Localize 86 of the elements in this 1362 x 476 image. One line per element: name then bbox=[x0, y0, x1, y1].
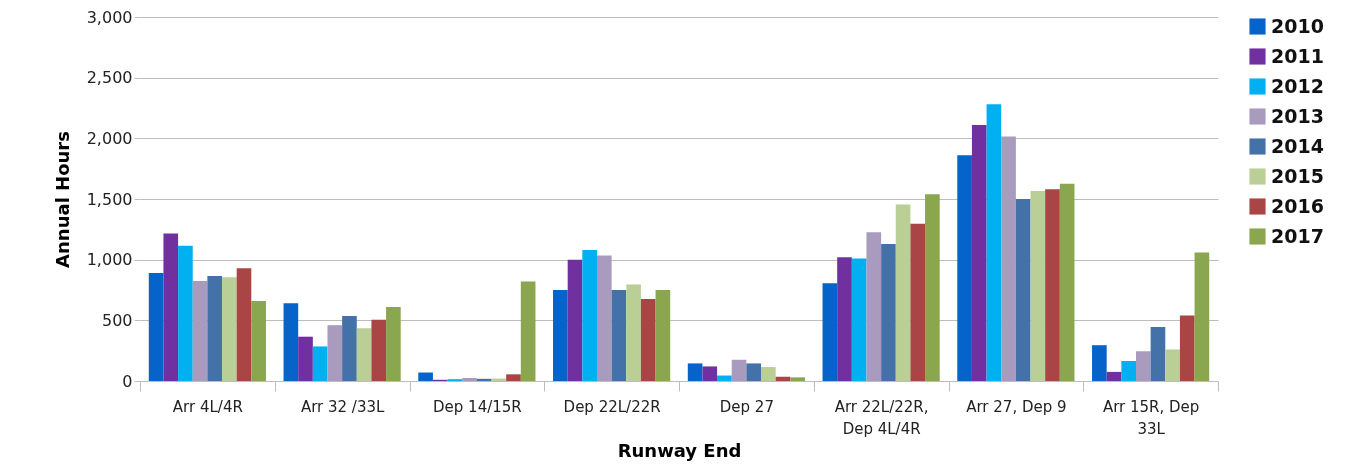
bar bbox=[236, 268, 252, 381]
bar bbox=[327, 325, 343, 381]
bar bbox=[746, 363, 762, 381]
bar bbox=[837, 257, 852, 381]
bar bbox=[207, 276, 223, 381]
bar bbox=[761, 367, 776, 381]
bar bbox=[910, 223, 926, 381]
bar bbox=[342, 316, 357, 381]
bar bbox=[386, 306, 401, 381]
bar bbox=[476, 378, 492, 381]
bar bbox=[790, 377, 805, 381]
x-tick-label: Dep 14/15R bbox=[433, 397, 522, 416]
bar bbox=[163, 233, 179, 381]
y-tick-label: 2,000 bbox=[86, 128, 133, 148]
legend-label: 2017 bbox=[1271, 224, 1324, 247]
bar bbox=[717, 375, 732, 381]
bar bbox=[356, 328, 372, 381]
x-tick-label: Dep 22L/22R bbox=[563, 397, 661, 416]
legend-label: 2011 bbox=[1271, 44, 1324, 67]
bar bbox=[178, 245, 193, 381]
bar bbox=[1045, 189, 1060, 381]
bar bbox=[881, 243, 896, 381]
y-tick-label: 0 bbox=[122, 371, 133, 391]
legend-label: 2015 bbox=[1271, 164, 1324, 187]
bar bbox=[731, 359, 747, 381]
bar bbox=[957, 155, 972, 381]
bar bbox=[925, 194, 940, 381]
bar bbox=[1150, 327, 1166, 381]
bar bbox=[298, 336, 313, 381]
x-tick-label: Arr 4L/4R bbox=[172, 397, 243, 416]
bar bbox=[567, 259, 583, 381]
bar bbox=[655, 290, 671, 381]
bar bbox=[1092, 345, 1107, 381]
bar bbox=[1121, 360, 1136, 381]
bar bbox=[1165, 349, 1180, 381]
bar bbox=[520, 281, 536, 381]
y-tick-label: 1,500 bbox=[86, 189, 133, 209]
x-tick-label: Arr 22L/22R, Dep 4L/4R bbox=[834, 397, 929, 438]
y-tick-label: 1,000 bbox=[86, 250, 133, 270]
bar bbox=[1059, 183, 1075, 381]
bar bbox=[971, 124, 987, 381]
x-tick-label: Dep 27 bbox=[719, 397, 774, 416]
legend-label: 2012 bbox=[1271, 74, 1324, 97]
bar bbox=[312, 346, 328, 381]
bar bbox=[251, 300, 266, 381]
bar bbox=[1030, 191, 1046, 381]
y-axis-title: Annual Hours bbox=[51, 131, 73, 268]
y-tick-label: 3,000 bbox=[86, 7, 133, 27]
bar bbox=[506, 374, 521, 381]
bar bbox=[822, 283, 838, 381]
bar bbox=[462, 377, 477, 381]
bar bbox=[611, 290, 627, 381]
y-tick-label: 500 bbox=[101, 310, 133, 330]
bar bbox=[775, 376, 791, 381]
bar bbox=[1106, 371, 1122, 381]
bar bbox=[283, 303, 299, 381]
bar bbox=[192, 280, 208, 381]
bar bbox=[702, 366, 718, 381]
bar bbox=[582, 249, 597, 381]
x-axis-title: Runway End bbox=[617, 439, 742, 461]
bar bbox=[1015, 199, 1031, 381]
bar bbox=[687, 363, 703, 381]
bar bbox=[553, 290, 568, 381]
bar bbox=[626, 284, 641, 381]
bar bbox=[986, 104, 1002, 381]
bar bbox=[1194, 252, 1210, 381]
bar bbox=[640, 299, 656, 381]
bar bbox=[1001, 136, 1016, 381]
x-tick-label: Arr 15R, Dep 33L bbox=[1102, 397, 1200, 438]
bar bbox=[866, 232, 882, 381]
bar bbox=[371, 319, 387, 381]
bar bbox=[1135, 351, 1151, 381]
bar bbox=[596, 255, 612, 381]
legend-label: 2010 bbox=[1271, 14, 1324, 37]
bar bbox=[1179, 315, 1195, 381]
legend-label: 2013 bbox=[1271, 104, 1324, 127]
x-tick-label: Arr 32 /33L bbox=[300, 397, 385, 416]
bar bbox=[895, 204, 911, 381]
y-tick-label: 2,500 bbox=[86, 68, 133, 88]
bar bbox=[148, 273, 164, 381]
bar bbox=[418, 372, 433, 381]
bar bbox=[222, 277, 237, 381]
legend-label: 2016 bbox=[1271, 194, 1324, 217]
bar bbox=[851, 258, 867, 381]
x-tick-label: Arr 27, Dep 9 bbox=[966, 397, 1067, 416]
legend-label: 2014 bbox=[1271, 134, 1324, 157]
